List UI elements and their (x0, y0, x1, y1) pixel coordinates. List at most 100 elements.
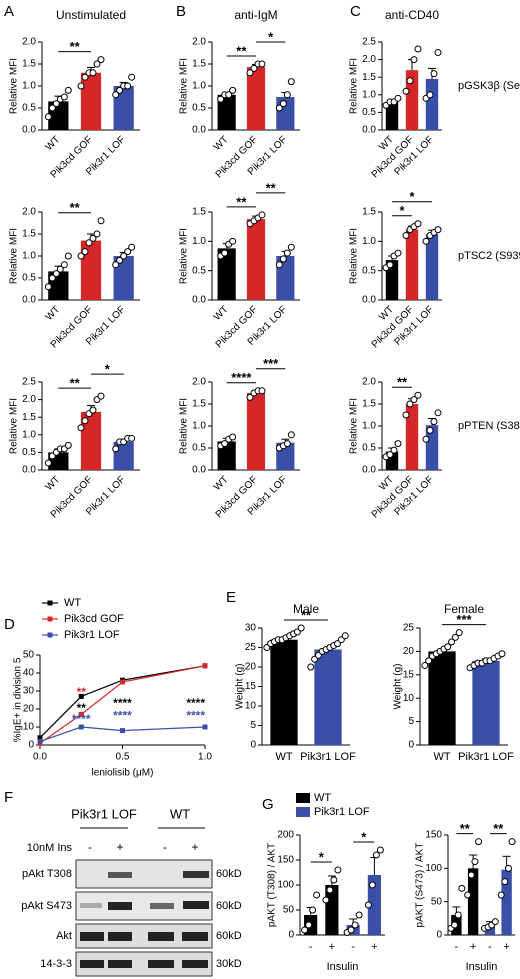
x-tick-label: Pik3r1 LOF (300, 751, 356, 763)
y-tick-label: 1.0 (192, 81, 206, 92)
data-point (56, 265, 64, 273)
significance-label: ** (236, 43, 247, 58)
data-point (458, 884, 466, 892)
y-tick-label: 0.5 (22, 273, 36, 284)
panel-letter: B (176, 3, 186, 20)
annotation: ** (77, 685, 87, 699)
data-point (451, 921, 459, 929)
data-point (414, 220, 422, 228)
data-point (89, 406, 97, 414)
data-point (376, 846, 384, 854)
y-tick-label: 1.5 (22, 229, 36, 240)
chart-title: Male (293, 602, 319, 616)
y-tick-label: 15 (245, 681, 257, 692)
y-tick-label: 2.0 (362, 377, 376, 388)
y-tick-label: 0.5 (362, 443, 376, 454)
data-point (406, 77, 414, 85)
significance-label: * (319, 849, 325, 864)
significance-label: ** (70, 39, 81, 54)
annotation: **** (72, 712, 91, 726)
data-point (85, 239, 93, 247)
data-point (334, 866, 342, 874)
data-point (229, 433, 237, 441)
data-point (455, 629, 463, 637)
x-tick-label: - (488, 941, 492, 953)
y-tick-label: 1.0 (362, 89, 376, 100)
data-point (275, 261, 283, 269)
y-tick-label: 0 (288, 930, 294, 941)
data-point (78, 724, 84, 730)
y-axis-label: Weight (g) (393, 664, 404, 710)
data-point (394, 94, 402, 102)
y-axis-label: pAKT (T308) / AKT (267, 843, 278, 927)
y-tick-label: 5 (250, 720, 256, 731)
row-label: pPTEN (S380) (458, 420, 520, 432)
y-tick-label: 0.5 (22, 103, 36, 114)
y-tick-label: 2.0 (192, 377, 206, 388)
bar (325, 885, 339, 935)
y-tick-label: 0.0 (192, 465, 206, 476)
data-point (78, 711, 84, 717)
bar (425, 234, 439, 300)
data-point (258, 60, 266, 68)
y-axis-label: Relative MFI (9, 398, 20, 454)
y-tick-label: 1.5 (22, 412, 36, 423)
data-point (77, 252, 85, 260)
blot-row-label: 14-3-3 (40, 958, 72, 970)
data-point (246, 69, 254, 77)
y-tick-label: 1.5 (192, 59, 206, 70)
y-tick-label: 5 (408, 716, 414, 727)
blot-group: WT (170, 806, 190, 821)
data-point (60, 261, 68, 269)
bar (80, 240, 102, 300)
legend-marker (47, 600, 53, 606)
x-tick-label: WT (275, 751, 292, 763)
annotation: **** (113, 708, 132, 722)
significance-label: * (399, 203, 405, 218)
data-point (386, 451, 394, 459)
panel-letter: A (4, 3, 14, 20)
x-tick-label: + (503, 941, 509, 953)
significance-label: * (268, 29, 274, 44)
y-tick-label: 100 (277, 880, 294, 891)
data-point (279, 100, 287, 108)
y-tick-label: 0.0 (362, 465, 376, 476)
y-tick-label: 25 (245, 642, 257, 653)
data-point (301, 926, 309, 934)
data-point (444, 643, 452, 651)
lane-label: + (191, 840, 198, 854)
bar (113, 86, 134, 130)
y-tick-label: 0.0 (22, 125, 36, 136)
data-point (322, 896, 330, 904)
data-point (351, 921, 359, 929)
data-point (44, 459, 52, 467)
y-tick-label: 10 (403, 693, 415, 704)
lane-label: - (163, 840, 167, 854)
data-point (434, 226, 442, 234)
y-tick-label: 1.0 (22, 429, 36, 440)
x-tick-label: WT (212, 134, 231, 153)
y-tick-label: 1.5 (192, 399, 206, 410)
data-point (309, 906, 317, 914)
data-point (77, 82, 85, 90)
bar (405, 404, 419, 470)
y-tick-label: 0.0 (22, 465, 36, 476)
data-point (451, 633, 459, 641)
data-point (305, 921, 313, 929)
significance-label: * (361, 829, 367, 844)
bar (428, 651, 456, 745)
x-axis-label: Insulin (466, 961, 498, 973)
data-point (501, 878, 509, 886)
chart-title: anti-IgM (234, 8, 277, 22)
significance-label: * (105, 362, 111, 377)
legend-label: WT (314, 792, 331, 804)
y-axis-label: Relative MFI (349, 58, 360, 114)
y-tick-label: 10 (245, 701, 257, 712)
y-tick-label: 2.0 (22, 37, 36, 48)
data-point (37, 738, 43, 744)
data-point (454, 911, 462, 919)
data-point (60, 93, 68, 101)
data-point (112, 445, 120, 453)
blot-size: 60kD (216, 900, 242, 912)
blot-row-label: Akt (56, 930, 72, 942)
